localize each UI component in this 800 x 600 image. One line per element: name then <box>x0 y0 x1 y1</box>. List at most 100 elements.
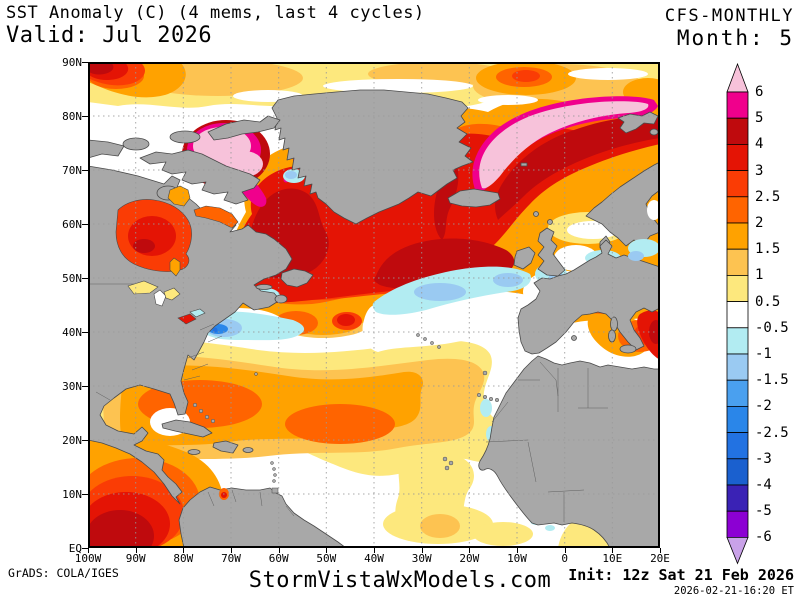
colorbar-segment <box>726 379 749 407</box>
inland-water-group <box>115 185 660 500</box>
colorbar-tick-label: 2 <box>755 215 764 231</box>
init-time-label: Init: 12z Sat 21 Feb 2026 <box>568 566 794 584</box>
colorbar-tick-label: 0.5 <box>755 293 781 310</box>
colorbar-segment <box>726 405 749 433</box>
colorbar-segment <box>726 432 749 460</box>
valid-date-label: Valid: Jul 2026 <box>6 23 213 48</box>
arctic-islands <box>88 139 125 159</box>
colorbar-segment <box>726 196 749 224</box>
lat-tick-label: 80N <box>62 110 82 123</box>
iceland-landmass <box>447 188 501 208</box>
cuba-landmass <box>161 419 213 438</box>
colorbar-tick-label: 6 <box>755 84 764 100</box>
grads-credit-label: GrADS: COLA/IGES <box>8 566 119 580</box>
lon-tick-label: 0 <box>561 552 568 565</box>
country-borders <box>88 283 608 522</box>
colorbar-arrow-bottom <box>726 536 749 565</box>
lat-tick <box>82 170 88 171</box>
colorbar-tick-label: 4 <box>755 136 764 153</box>
lon-tick <box>374 548 375 553</box>
lat-tick-label: 90N <box>62 56 82 69</box>
graticule-grid <box>88 62 660 548</box>
lat-tick <box>82 440 88 441</box>
small-islands-group <box>192 333 500 494</box>
lat-tick-label: 10N <box>62 488 82 501</box>
colorbar-tick-label: -1 <box>755 346 772 362</box>
lat-tick-label: 50N <box>62 272 82 285</box>
lon-tick <box>421 548 423 553</box>
lon-tick <box>517 548 518 553</box>
lon-tick <box>564 548 566 553</box>
colorbar-tick-label: 2.5 <box>755 188 781 205</box>
lon-tick-label: 30W <box>411 552 432 565</box>
lon-tick-label: 40W <box>364 552 384 565</box>
colorbar-segment <box>726 510 749 538</box>
baffin-island-landmass <box>139 149 261 205</box>
lon-tick <box>88 548 89 553</box>
lon-tick-label: 80W <box>173 552 194 565</box>
colorbar-tick-label: -3 <box>755 450 772 467</box>
lon-tick <box>278 548 280 553</box>
svalbard-landmass <box>617 111 659 134</box>
colorbar-segment <box>726 222 749 250</box>
lat-tick <box>82 278 88 279</box>
map-frame <box>88 62 660 548</box>
colorbar-tick-label: -0.5 <box>755 319 789 336</box>
lon-tick <box>231 548 232 553</box>
lon-tick-label: 50W <box>316 552 337 565</box>
colorbar-segment <box>726 91 749 119</box>
colorbar-segment <box>726 301 749 329</box>
lon-tick-label: 20E <box>650 552 670 565</box>
colorbar-segment <box>726 327 749 355</box>
lon-tick-label: 100W <box>74 552 102 565</box>
lon-tick <box>135 548 137 553</box>
lake-superior <box>127 280 159 295</box>
colorbar-graphic <box>726 62 749 565</box>
lon-tick <box>660 548 661 553</box>
colorbar-tick-label: -2.5 <box>755 424 789 441</box>
lon-tick-label: 70W <box>221 552 241 565</box>
sst-anomaly-map <box>88 62 660 548</box>
lon-tick-label: 90W <box>125 552 146 565</box>
colorbar-arrow-top <box>726 62 749 93</box>
lat-tick <box>82 62 88 63</box>
page-title: SST Anomaly (C) (4 mems, last 4 cycles) <box>6 3 425 23</box>
lon-tick <box>183 548 185 553</box>
colorbar-tick-label: -1.5 <box>755 372 789 389</box>
lon-tick-label: 20W <box>459 552 480 565</box>
lat-tick-label: 70N <box>62 164 82 177</box>
james-bay-water <box>169 257 181 277</box>
great-britain-landmass <box>537 227 566 277</box>
colorbar-segment <box>726 484 749 512</box>
model-name-label: CFS-MONTHLY <box>664 6 794 26</box>
colorbar-segment <box>726 458 749 486</box>
lake-huron <box>163 287 181 301</box>
hispaniola-landmass <box>212 440 239 454</box>
colorbar-tick-label: -2 <box>755 398 772 415</box>
forecast-month-label: Month: 5 <box>676 26 794 50</box>
lat-tick-label: 30N <box>62 380 82 393</box>
colorbar-segment <box>726 353 749 381</box>
site-watermark: StormVistaWxModels.com <box>248 568 552 593</box>
colorbar-tick-label: -6 <box>755 529 772 546</box>
lake-ontario <box>189 308 206 318</box>
lon-tick-label: 10E <box>602 552 623 565</box>
lat-tick <box>82 332 88 333</box>
lon-tick-label: 10W <box>507 552 527 565</box>
ireland-landmass <box>513 246 536 270</box>
colorbar-tick-label: -4 <box>755 477 772 493</box>
lon-tick-label: 60W <box>268 552 289 565</box>
map-graphic <box>88 62 660 548</box>
lat-tick-label: 20N <box>62 434 82 447</box>
lat-tick-label: 40N <box>62 326 82 339</box>
lat-tick <box>82 224 88 225</box>
colorbar-tick-label: 3 <box>755 162 764 179</box>
greenland-landmass <box>271 89 474 225</box>
colorbar-segment <box>726 117 749 145</box>
lat-tick-label: EQ <box>68 542 82 555</box>
colorbar-tick-label: 5 <box>755 110 764 127</box>
lat-tick <box>82 116 88 117</box>
colorbar-segment <box>726 170 749 198</box>
colorbar-segment <box>726 248 749 276</box>
